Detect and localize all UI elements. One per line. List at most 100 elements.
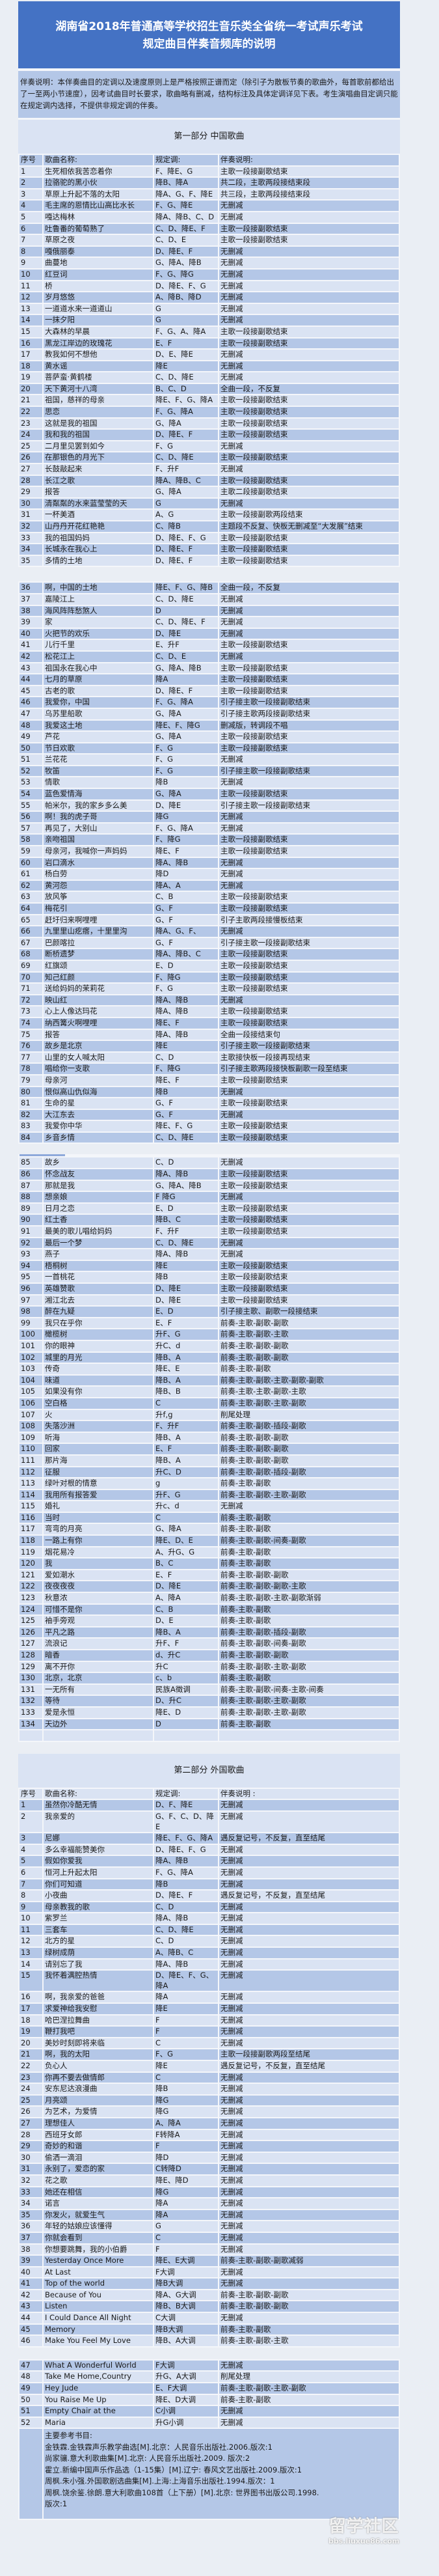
table-row: 37 你就会看到 C 无删减 xyxy=(20,2232,399,2243)
cell-song-name: 橄榄树 xyxy=(44,1329,153,1340)
cell-song-name: 祖国，慈祥的母亲 xyxy=(44,395,153,406)
cell-accompaniment: 无删减 xyxy=(219,2267,399,2278)
cell-song-name: Empty Chair at the xyxy=(44,2406,153,2417)
cell-key: G、F、C、D、降E xyxy=(154,1811,218,1833)
cell-key: F、G xyxy=(154,441,218,452)
cell-song-name: 放风筝 xyxy=(44,892,153,902)
table-row: 39 家 C、D、降E、F 无删减 xyxy=(20,617,399,628)
cell-key: G、F xyxy=(154,915,218,926)
cell-key: 民族A徵调 xyxy=(154,1684,218,1695)
table-row: 22 负心人 降E 遇反复记号，不反复，直至结尾 xyxy=(20,2061,399,2071)
cell-accompaniment: 无删减 xyxy=(219,812,399,822)
cell-key: 升F、G xyxy=(154,1329,218,1340)
cell-key: D、降E、F、G、降A xyxy=(154,1971,218,1991)
cell-accompaniment: 主歌一段接副歌结束 xyxy=(219,1169,399,1180)
table-row: 89 日月之恋 E、D 主歌一段接副歌结束 xyxy=(20,1203,399,1214)
table-row: 59 母亲河，我喊你一声妈妈 降E、F 主歌一段接副歌结束 xyxy=(20,846,399,857)
cell-key: 降E xyxy=(154,2061,218,2071)
cell-key: F、升F xyxy=(154,464,218,475)
cell-song-name: 松花江上 xyxy=(44,651,153,662)
cell-key: E、F xyxy=(154,1444,218,1454)
table-row: 44 I Could Dance All Night C大调 无删减 xyxy=(20,2313,399,2323)
table-row: 45 Memory 降B大调 前奏-主歌-副歌 xyxy=(20,2324,399,2335)
cell-song-name: 天下黄河十八湾 xyxy=(44,383,153,395)
cell-accompaniment: 无删减 xyxy=(219,2209,399,2221)
cell-key: 降A xyxy=(154,2209,218,2221)
cell-number: 68 xyxy=(20,949,42,960)
cell-number: 46 xyxy=(20,2336,42,2346)
cell-number: 93 xyxy=(20,1249,42,1260)
cell-accompaniment: 主歌一段接副歌结束 xyxy=(219,1203,399,1214)
table-row: 114 我用所有报答爱 升F、G 前奏-主歌-副歌-主歌-副歌 xyxy=(20,1489,399,1501)
cell-number: 50 xyxy=(20,2394,42,2405)
cell-key: C、D、降E xyxy=(154,1924,218,1935)
table-row: 55 帕米尔，我的家乡多么美 D、降E 引子接主歌一段接副歌结束 xyxy=(20,800,399,811)
cell-song-name: 爱如潮水 xyxy=(44,1570,153,1581)
cell-accompaniment: 主歌二段接副歌结束 xyxy=(219,487,399,497)
table-row: 50 You Raise Me Up 降E、D大调 前奏-主歌-副歌 xyxy=(20,2394,399,2405)
table-row: 57 再见了，大别山 F、G、降A 无删减 xyxy=(20,823,399,834)
cell-number: 90 xyxy=(20,1215,42,1226)
panel-part1-a: 湖南省2018年普通高等学校招生音乐类全省统一考试声乐考试 规定曲目伴奏音频库的… xyxy=(18,1,400,568)
cell-accompaniment: 主歌一段接副歌结束 xyxy=(219,1132,399,1143)
cell-song-name: 湘江北去 xyxy=(44,1295,153,1306)
cell-key: 降E、F、G、降B xyxy=(154,583,218,593)
table-row: 24 我和我的祖国 D、降E、F 主歌一段接副歌结束 xyxy=(20,430,399,440)
table-row: 118 一路上有你 降E、D、E 前奏-主歌-副歌-间奏-副歌 xyxy=(20,1536,399,1546)
cell-key: 降E、F xyxy=(154,846,218,857)
cell-key: F、G、降A xyxy=(154,407,218,417)
cell-song-name: 虽然你冷酷无情 xyxy=(44,1800,153,1810)
cell-key: G xyxy=(154,498,218,509)
cell-accompaniment: 无删减 xyxy=(219,2152,399,2163)
cell-key: B、C xyxy=(154,1558,218,1569)
cell-key: C、B xyxy=(154,1604,218,1615)
cell-accompaniment: 无删减 xyxy=(219,2129,399,2140)
table-row: 48 Take Me Home,Country 升G、A大调 削尾处理 xyxy=(20,2372,399,2383)
cell-key: 升c、d xyxy=(154,1501,218,1512)
cell-number: 32 xyxy=(20,2175,42,2186)
cell-key: D、降E、F xyxy=(154,686,218,697)
cell-number: 58 xyxy=(20,835,42,846)
cell-accompaniment: 无删减 xyxy=(219,1992,399,2003)
table-row: 10 红豆词 F、G、降G 无删减 xyxy=(20,269,399,280)
cell-accompaniment: 无删减 xyxy=(219,2244,399,2255)
table-row: 72 映山红 降A、降B 无删减 xyxy=(20,995,399,1006)
cell-number: 22 xyxy=(20,2061,42,2071)
cell-key: 升C、D xyxy=(154,1467,218,1478)
table-row: 42 Because of You 降A、G大调 前奏-主歌-副歌-副歌 xyxy=(20,2290,399,2301)
table-row: 52 牧笛 F、G 引子接主歌一段接副歌结束 xyxy=(20,766,399,777)
cell-accompaniment: 前奏-主歌-副歌-副歌减弱 xyxy=(219,2256,399,2266)
cell-song-name: 负心人 xyxy=(44,2061,153,2071)
cell-song-name: 当时 xyxy=(44,1512,153,1523)
cell-key: 降E xyxy=(154,1260,218,1271)
cell-accompaniment: 前奏-主歌-副歌-副歌 xyxy=(219,1340,399,1351)
table-row: 1 生死相依我苦恋着你 F、降E、G 主歌一段接副歌结束 xyxy=(20,166,399,177)
table-row: 126 平凡之路 降B、A 前奏-主歌-副歌-插段-副歌 xyxy=(20,1627,399,1638)
panel-part1-c: 85 故乡 C、D 无删减 86 怀念战友 降A、降B 主歌一段接副歌结束 87 那就是我 G、降A… xyxy=(18,1154,400,1742)
cell-song-name: 英雄赞歌 xyxy=(44,1284,153,1294)
reference-item: 金铁霖.金铁霖声乐教学曲选[M].北京：人民音乐出版社.2006.版次:1 xyxy=(45,2442,273,2452)
cell-accompaniment: 主歌一段接副歌结束 xyxy=(219,743,399,754)
table-row: 5 嘎达梅林 降A、降B、C、D 无删减 xyxy=(20,212,399,223)
reference-item: 版次:1 xyxy=(45,2499,68,2509)
table-row: 102 城里的月光 降B、A 前奏-主歌-副歌-副歌 xyxy=(20,1352,399,1363)
cell-song-name: 北京，北京 xyxy=(44,1673,153,1683)
cell-song-name: 嘎达梅林 xyxy=(44,212,153,223)
cell-song-name: Take Me Home,Country xyxy=(44,2372,153,2383)
cell-song-name: 知己红颜 xyxy=(44,972,153,983)
cell-accompaniment: 无删减 xyxy=(219,2095,399,2106)
cell-key: 降E xyxy=(154,361,218,372)
cell-song-name: 生死相依我苦恋着你 xyxy=(44,166,153,177)
table-row: 36 啊，中国的土地 降E、F、G、降B 全曲一段，不反复 xyxy=(20,583,399,593)
cell-number: 57 xyxy=(20,823,42,834)
cell-song-name: 曲蔓地 xyxy=(44,258,153,268)
table-row: 64 梅花引 G、F 主歌一段接副歌结束 xyxy=(20,904,399,914)
cell-accompaniment: 前奏-主歌-主歌-副歌-主歌 xyxy=(219,1387,399,1397)
cell-accompaniment: 无删减 xyxy=(219,258,399,268)
cell-number: 94 xyxy=(20,1260,42,1271)
cell-song-name: 传奇 xyxy=(44,1364,153,1374)
cell-key: 升G、A大调 xyxy=(154,2372,218,2383)
cell-song-name: 袖手旁观 xyxy=(44,1616,153,1626)
cell-accompaniment: 无删减 xyxy=(219,2278,399,2289)
cell-key: 降A、A xyxy=(154,880,218,891)
